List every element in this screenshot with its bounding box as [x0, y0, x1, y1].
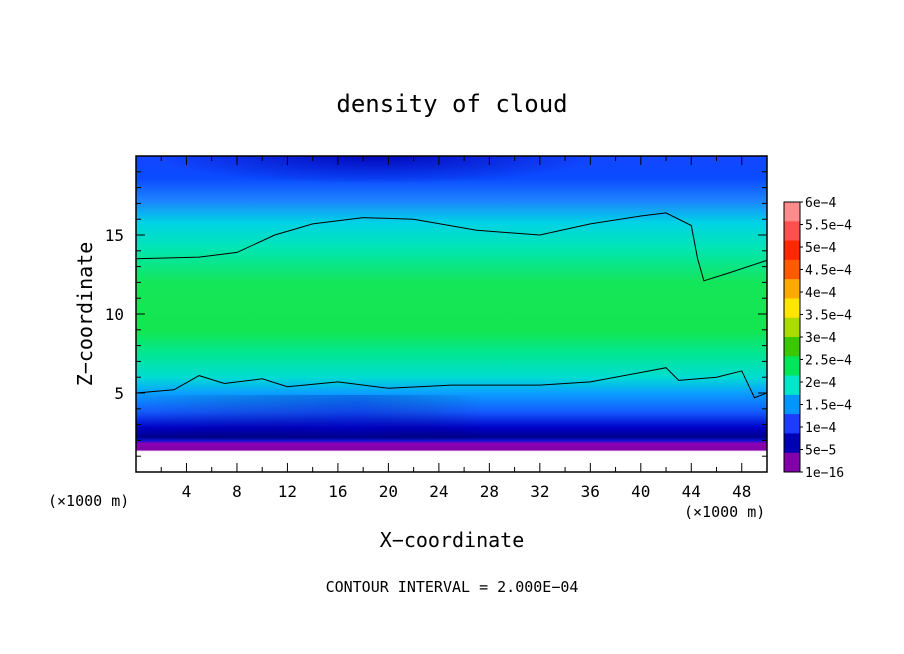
colorbar-label: 5e−4 — [805, 241, 836, 256]
y-tick-label: 10 — [105, 305, 124, 324]
colorbar-swatch — [784, 356, 800, 377]
colorbar-label: 1.5e−4 — [805, 399, 852, 414]
density-field-top-shading — [136, 156, 767, 236]
x-axis-ticks: 4 8 12 16 20 24 28 32 36 40 44 48 — [160, 156, 768, 501]
colorbar: 6e−4 5.5e−4 5e−4 4.5e−4 4e−4 3.5e−4 3e−4 2.5e−4… — [783, 196, 852, 481]
contour-upper — [136, 212, 767, 282]
colorbar-swatch — [784, 337, 800, 357]
colorbar-label: 4.5e−4 — [805, 264, 852, 279]
x-tick-label: 4 — [182, 482, 192, 501]
plot-area — [136, 156, 767, 472]
x-axis-label: X−coordinate — [380, 528, 525, 552]
colorbar-swatch — [784, 240, 800, 261]
chart-title: density of cloud — [336, 90, 567, 118]
x-tick-label: 20 — [379, 482, 398, 501]
x-tick-label: 48 — [732, 482, 751, 501]
x-unit-right: (×1000 m) — [684, 503, 765, 521]
colorbar-swatch — [784, 317, 800, 338]
colorbar-label: 6e−4 — [805, 196, 836, 211]
colorbar-label: 4e−4 — [805, 286, 836, 301]
colorbar-swatch — [784, 414, 800, 434]
x-tick-label: 40 — [631, 482, 650, 501]
y-axis-ticks: 5 10 15 — [105, 171, 767, 457]
colorbar-label: 2e−4 — [805, 376, 836, 391]
colorbar-swatch — [784, 202, 800, 222]
x-tick-label: 12 — [278, 482, 297, 501]
colorbar-swatch — [784, 375, 800, 396]
density-field-bottom-shading — [136, 395, 767, 440]
colorbar-swatch — [784, 452, 800, 473]
colorbar-swatch — [784, 394, 800, 415]
x-tick-label: 44 — [682, 482, 701, 501]
colorbar-swatch — [784, 433, 800, 454]
y-tick-label: 5 — [114, 384, 124, 403]
colorbar-swatch — [784, 221, 800, 242]
x-unit-left: (×1000 m) — [48, 492, 129, 510]
contour-lower — [136, 367, 767, 399]
colorbar-label: 5e−5 — [805, 444, 836, 459]
colorbar-label: 3e−4 — [805, 331, 836, 346]
colorbar-label: 3.5e−4 — [805, 309, 852, 324]
x-tick-label: 36 — [581, 482, 600, 501]
colorbar-label: 1e−16 — [805, 466, 844, 481]
x-tick-label: 28 — [480, 482, 499, 501]
y-axis-label: Z−coordinate — [73, 242, 97, 387]
x-tick-label: 24 — [429, 482, 448, 501]
colorbar-label: 2.5e−4 — [805, 354, 852, 369]
contour-interval-note: CONTOUR INTERVAL = 2.000E−04 — [326, 578, 579, 596]
x-tick-label: 32 — [530, 482, 549, 501]
x-tick-label: 16 — [328, 482, 347, 501]
y-tick-label: 15 — [105, 226, 124, 245]
x-tick-label: 8 — [232, 482, 242, 501]
colorbar-swatch — [784, 298, 800, 319]
colorbar-label: 5.5e−4 — [805, 219, 852, 234]
colorbar-swatch — [784, 259, 800, 280]
colorbar-swatch — [784, 279, 800, 299]
colorbar-label: 1e−4 — [805, 421, 836, 436]
